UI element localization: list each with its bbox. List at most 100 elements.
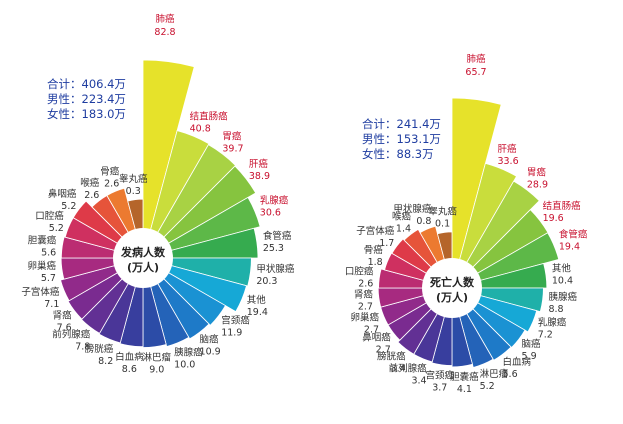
category-label: 淋巴瘤 <box>143 352 172 364</box>
category-label: 胰腺癌 <box>174 346 203 358</box>
value-label: 19.6 <box>543 213 564 224</box>
category-label: 肝癌 <box>249 158 269 170</box>
value-label: 30.6 <box>260 207 281 218</box>
category-label: 肺癌 <box>466 53 486 65</box>
value-label: 10.9 <box>200 347 221 358</box>
category-label: 胰腺癌 <box>548 291 577 303</box>
value-label: 1.8 <box>368 257 383 268</box>
totals-line: 男性：153.1万 <box>362 132 441 146</box>
value-label: 5.7 <box>41 273 56 284</box>
center-unit: (万人) <box>436 290 468 304</box>
category-label: 结直肠癌 <box>190 110 229 122</box>
category-label: 甲状腺癌 <box>393 203 432 215</box>
value-label: 25.3 <box>263 243 284 254</box>
value-label: 38.9 <box>249 171 270 182</box>
totals-line: 女性：88.3万 <box>362 147 434 161</box>
value-label: 28.9 <box>527 179 548 190</box>
category-label: 宫颈癌 <box>426 370 455 382</box>
category-label: 白血病 <box>115 351 144 363</box>
center-title: 发病人数 <box>120 245 166 259</box>
category-label: 骨癌 <box>364 244 384 256</box>
value-label: 20.3 <box>256 276 277 287</box>
value-label: 9.0 <box>149 365 164 376</box>
value-label: 82.8 <box>154 27 175 38</box>
category-label: 睾丸癌 <box>428 205 457 217</box>
value-label: 5.2 <box>61 201 76 212</box>
category-label: 鼻咽癌 <box>48 188 77 200</box>
center-title: 死亡人数 <box>430 275 475 289</box>
value-label: 7.2 <box>538 330 553 341</box>
category-label: 肾癌 <box>354 289 374 301</box>
category-label: 卵巢癌 <box>27 260 56 272</box>
value-label: 8.2 <box>98 356 113 367</box>
value-label: 7.6 <box>57 322 72 333</box>
value-label: 5.9 <box>522 351 537 362</box>
value-label: 5.2 <box>480 381 495 392</box>
value-label: 3.4 <box>391 363 406 374</box>
value-label: 33.6 <box>497 156 518 167</box>
value-label: 8.6 <box>122 364 137 375</box>
category-label: 脑癌 <box>200 334 220 346</box>
value-label: 10.4 <box>552 276 573 287</box>
category-label: 喉癌 <box>80 177 100 189</box>
category-label: 子宫体癌 <box>21 286 60 298</box>
category-label: 乳腺癌 <box>538 317 567 329</box>
value-label: 1.7 <box>379 238 394 249</box>
category-label: 肾癌 <box>53 309 73 321</box>
value-label: 2.6 <box>104 179 119 190</box>
category-label: 甲状腺癌 <box>256 263 295 275</box>
category-label: 其他 <box>552 263 572 275</box>
value-label: 40.8 <box>190 123 211 134</box>
center-disc <box>422 258 482 318</box>
value-label: 2.7 <box>364 324 379 335</box>
center-disc <box>113 228 173 288</box>
category-label: 白血病 <box>503 356 532 368</box>
category-label: 口腔癌 <box>345 265 374 277</box>
value-label: 5.6 <box>41 247 56 258</box>
value-label: 0.1 <box>435 218 450 229</box>
value-label: 10.0 <box>174 359 195 370</box>
category-label: 膀胱癌 <box>85 343 114 355</box>
category-label: 食管癌 <box>263 230 292 242</box>
category-label: 淋巴瘤 <box>480 368 509 380</box>
value-label: 2.7 <box>358 302 373 313</box>
value-label: 2.6 <box>358 278 373 289</box>
category-label: 脑癌 <box>522 338 542 350</box>
category-label: 肺癌 <box>155 13 175 25</box>
value-label: 65.7 <box>465 67 486 78</box>
totals-line: 合计：241.4万 <box>362 117 441 131</box>
category-label: 鼻咽癌 <box>362 332 391 344</box>
value-label: 0.8 <box>416 216 431 227</box>
value-label: 8.8 <box>548 304 563 315</box>
value-label: 19.4 <box>559 242 580 253</box>
center-unit: (万人) <box>127 260 159 274</box>
category-label: 其他 <box>247 294 267 306</box>
totals-line: 男性：223.4万 <box>47 92 126 106</box>
value-label: 11.9 <box>221 328 242 339</box>
category-label: 结直肠癌 <box>543 200 582 212</box>
category-label: 肝癌 <box>497 143 517 155</box>
category-label: 胆囊癌 <box>450 371 479 383</box>
category-label: 胆囊癌 <box>28 234 57 246</box>
category-label: 前列腺癌 <box>389 362 428 374</box>
totals-line: 合计：406.4万 <box>47 77 126 91</box>
value-label: 0.3 <box>126 186 141 197</box>
category-label: 乳腺癌 <box>260 194 289 206</box>
value-label: 7.1 <box>44 299 59 310</box>
value-label: 1.4 <box>396 224 411 235</box>
category-label: 口腔癌 <box>35 210 64 222</box>
value-label: 3.7 <box>432 383 447 394</box>
value-label: 19.4 <box>247 307 268 318</box>
category-label: 食管癌 <box>559 229 588 241</box>
value-label: 4.1 <box>457 384 472 395</box>
category-label: 膀胱癌 <box>377 350 406 362</box>
category-label: 胃癌 <box>527 166 547 178</box>
category-label: 胃癌 <box>222 130 242 142</box>
value-label: 39.7 <box>222 143 243 154</box>
value-label: 2.7 <box>376 345 391 356</box>
category-label: 卵巢癌 <box>351 311 380 323</box>
